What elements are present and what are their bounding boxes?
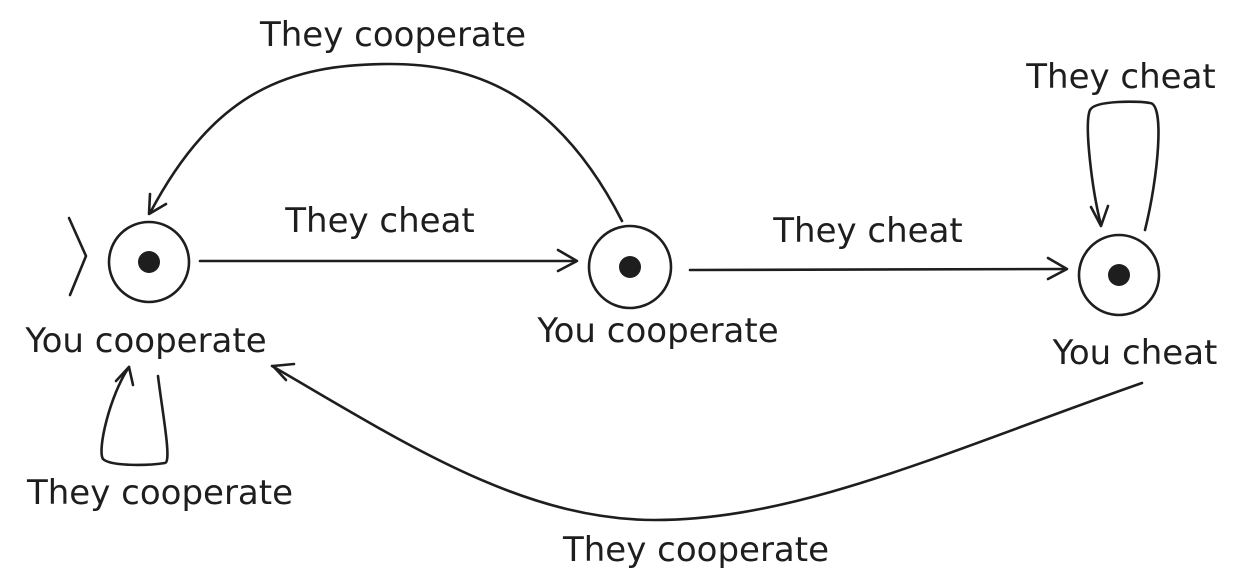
transition-s3-s3-arrowhead xyxy=(1089,204,1110,228)
state-s1 xyxy=(107,220,191,304)
state-s2-label: You cooperate xyxy=(536,311,778,351)
transition-s3-s3-loop xyxy=(1086,100,1160,232)
transition-s3-s3-label: They cheat xyxy=(1025,57,1216,97)
transition-s1-s1-label: They cooperate xyxy=(26,473,293,513)
transition-s3-s1 xyxy=(270,362,1144,522)
transition-s2-s3 xyxy=(688,256,1069,281)
transition-s3-s3 xyxy=(1086,100,1160,232)
initial-state-marker xyxy=(67,216,88,297)
transition-s1-s2-label: They cheat xyxy=(284,201,475,241)
state-s3-dot xyxy=(1108,264,1130,286)
transition-s2-s3-arrowhead xyxy=(1046,256,1069,281)
state-s1-dot xyxy=(138,251,160,273)
transition-s1-s2-arrowhead xyxy=(556,248,579,273)
transition-s3-s1-curve xyxy=(270,364,1144,522)
transition-s2-s3-line xyxy=(688,267,1068,272)
state-s1-label: You cooperate xyxy=(24,321,266,361)
transition-s2-s3-label: They cheat xyxy=(772,211,963,251)
state-s3-label: You cheat xyxy=(1052,333,1218,373)
transition-s1-s2 xyxy=(198,248,579,273)
state-s3-circle xyxy=(1077,233,1161,317)
state-s3 xyxy=(1077,233,1161,317)
transition-s1-s1-arrowhead xyxy=(114,365,135,387)
transition-s1-s1-loop xyxy=(100,365,169,467)
transition-s3-s1-label: They cooperate xyxy=(562,530,829,570)
transition-s2-s1-arrowhead xyxy=(147,192,168,216)
transition-s2-s1-label: They cooperate xyxy=(259,15,526,55)
state-s2-dot xyxy=(619,256,641,278)
transition-s3-s1-arrowhead xyxy=(271,362,296,382)
state-s2-circle xyxy=(587,224,673,310)
transition-s2-s1-curve xyxy=(148,62,624,223)
transition-s2-s1 xyxy=(147,62,624,223)
state-s2 xyxy=(587,224,673,310)
transition-s1-s1 xyxy=(100,365,169,467)
state-s1-circle xyxy=(107,220,191,304)
